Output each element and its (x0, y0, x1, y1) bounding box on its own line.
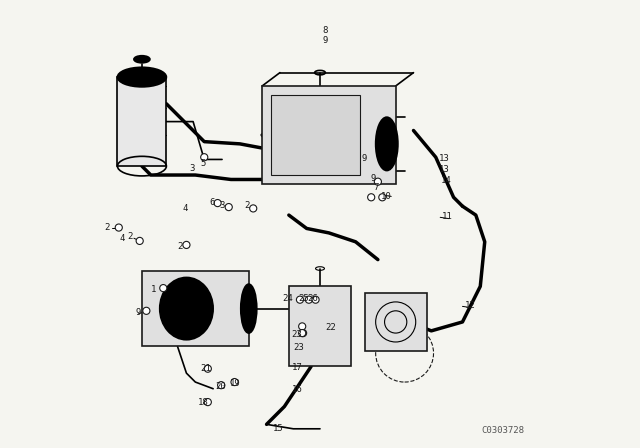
Text: 17: 17 (291, 363, 302, 372)
Circle shape (136, 237, 143, 245)
Circle shape (296, 296, 303, 303)
Text: 14: 14 (441, 176, 452, 185)
Text: 4: 4 (119, 234, 125, 243)
Circle shape (201, 154, 208, 161)
Bar (271, 95, 360, 175)
Text: 5: 5 (200, 159, 205, 168)
Text: 18: 18 (198, 398, 209, 408)
Text: 2: 2 (104, 223, 110, 232)
Circle shape (218, 382, 225, 389)
Text: 13: 13 (438, 154, 449, 163)
Text: 24: 24 (283, 294, 293, 303)
Circle shape (204, 399, 211, 405)
Text: C0303728: C0303728 (482, 426, 525, 435)
Text: 13: 13 (438, 165, 449, 174)
Circle shape (183, 241, 190, 249)
Circle shape (231, 379, 238, 386)
Text: 2: 2 (127, 232, 132, 241)
Text: 19: 19 (230, 379, 241, 388)
Text: 2: 2 (244, 201, 249, 210)
Text: 12: 12 (465, 301, 476, 310)
Circle shape (312, 296, 319, 303)
Circle shape (367, 194, 375, 201)
Circle shape (300, 330, 307, 336)
Text: 9: 9 (362, 154, 367, 163)
Text: 23: 23 (291, 330, 302, 339)
Text: 1: 1 (151, 285, 157, 294)
Circle shape (305, 296, 312, 303)
Text: 26: 26 (307, 294, 318, 303)
Text: 23: 23 (293, 343, 304, 352)
Text: 20: 20 (215, 382, 226, 391)
Ellipse shape (117, 67, 166, 87)
FancyBboxPatch shape (117, 77, 166, 166)
Ellipse shape (376, 117, 398, 171)
Text: 15: 15 (273, 424, 284, 433)
Bar (365, 293, 427, 351)
Bar (142, 271, 249, 346)
Circle shape (143, 307, 150, 314)
Text: 11: 11 (442, 212, 452, 221)
Ellipse shape (160, 277, 213, 340)
Circle shape (299, 330, 306, 336)
Circle shape (225, 203, 232, 211)
Circle shape (115, 224, 122, 231)
Text: 16: 16 (291, 385, 302, 394)
Text: 9: 9 (136, 308, 141, 317)
Text: 3: 3 (189, 164, 195, 173)
Circle shape (160, 284, 167, 292)
Text: 10: 10 (381, 192, 391, 201)
Text: 8: 8 (323, 26, 328, 35)
Text: 3: 3 (220, 201, 225, 210)
Text: 4: 4 (183, 204, 188, 213)
Text: 9: 9 (371, 174, 376, 183)
Circle shape (204, 365, 211, 372)
Bar (262, 86, 396, 184)
Circle shape (250, 205, 257, 212)
Text: 22: 22 (325, 323, 336, 332)
Circle shape (379, 194, 386, 201)
Text: 25: 25 (298, 294, 309, 303)
Bar (289, 286, 351, 366)
Text: 2: 2 (177, 242, 182, 251)
Text: 7: 7 (373, 183, 378, 192)
Ellipse shape (241, 284, 257, 333)
Text: 9: 9 (323, 36, 328, 45)
Circle shape (374, 178, 381, 185)
Text: 6: 6 (209, 198, 215, 207)
Circle shape (214, 199, 221, 207)
Circle shape (299, 323, 306, 330)
Text: 21: 21 (201, 364, 211, 373)
Ellipse shape (134, 56, 150, 63)
